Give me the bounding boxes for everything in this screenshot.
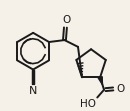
Polygon shape [98,77,102,85]
Text: HO: HO [80,99,96,109]
Text: O: O [117,84,125,94]
Text: N: N [29,86,37,96]
Text: O: O [62,15,71,25]
